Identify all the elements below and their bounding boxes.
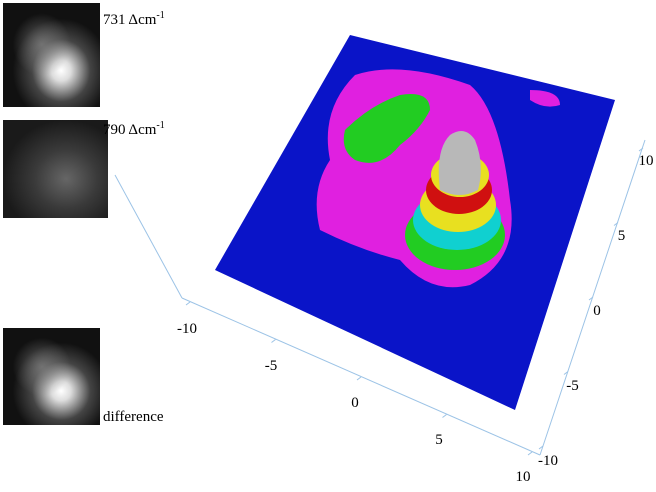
- panel-label: difference: [103, 409, 164, 425]
- tick-label: 0: [593, 303, 601, 319]
- image-cloud: [3, 328, 100, 425]
- tick-mark: [528, 452, 532, 455]
- tick-label: -10: [177, 321, 197, 337]
- tick-mark: [272, 340, 276, 343]
- tick-label: 5: [435, 432, 443, 448]
- tick-label: -5: [566, 378, 579, 394]
- thumbnails: [3, 3, 108, 425]
- image-790: [3, 120, 108, 218]
- figure: 731 Δcm-1 790 Δcm-1 difference -10 -5 0 5 10…: [0, 0, 656, 487]
- vertical-axis: [115, 175, 182, 298]
- tick-mark: [357, 377, 361, 380]
- tick-label: 10: [639, 153, 654, 169]
- tick-label: -10: [538, 453, 558, 469]
- image-cloud: [3, 3, 100, 107]
- tick-label: 10: [516, 469, 531, 485]
- panel-label: 731 Δcm-1: [103, 10, 165, 28]
- surface: [215, 35, 615, 410]
- tick-mark: [443, 415, 447, 418]
- panel-label: 790 Δcm-1: [103, 120, 165, 138]
- tick-label: 0: [351, 395, 359, 411]
- tick-mark: [186, 302, 190, 305]
- tick-label: 5: [618, 228, 626, 244]
- tick-label: -5: [265, 358, 278, 374]
